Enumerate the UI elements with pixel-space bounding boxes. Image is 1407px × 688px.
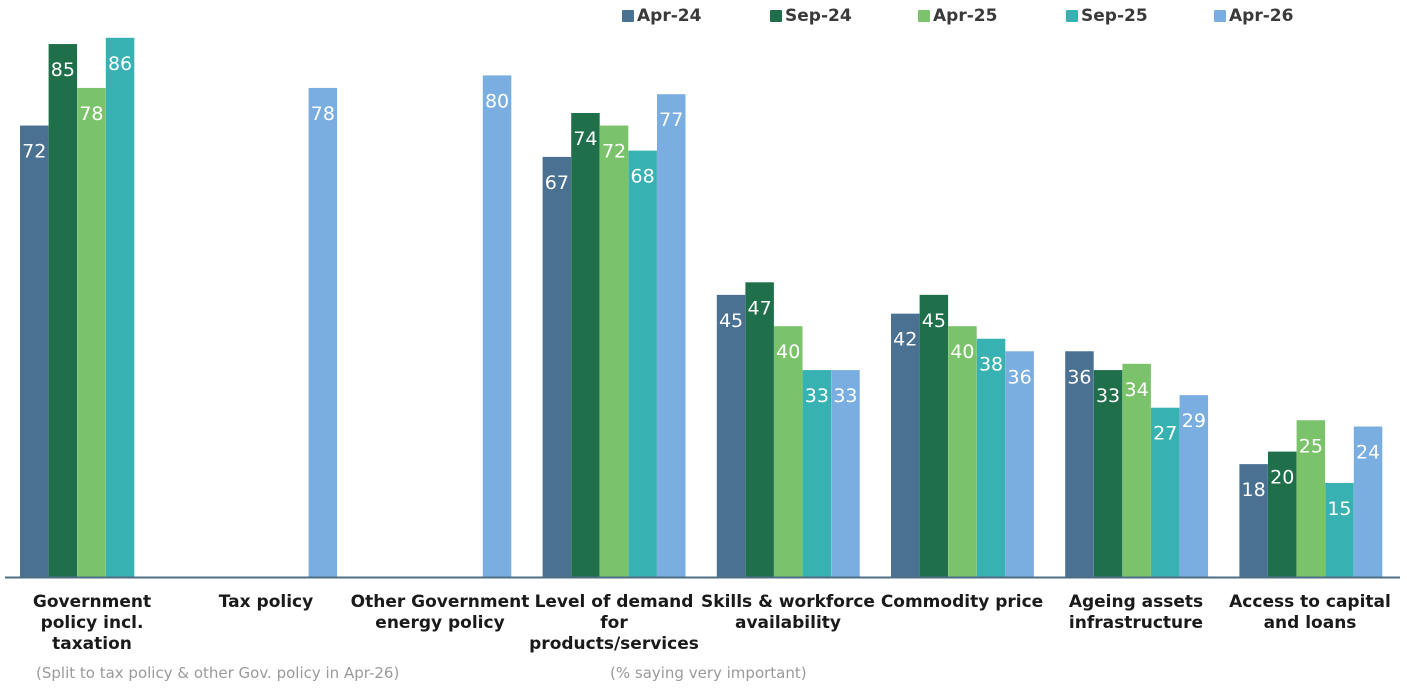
data-label: 36 bbox=[1067, 366, 1091, 388]
chart-legend: Apr-24 Sep-24 Apr-25 Sep-25 Apr-26 bbox=[622, 6, 1362, 26]
bar-sep-25-5 bbox=[976, 338, 1006, 577]
data-label: 86 bbox=[108, 53, 132, 75]
x-tick-label: Skills & workforce availability bbox=[701, 592, 875, 633]
legend-swatch bbox=[918, 10, 930, 22]
bar-apr-25-3 bbox=[599, 125, 629, 577]
bar-sep-25-0 bbox=[105, 37, 135, 577]
data-label: 20 bbox=[1270, 467, 1294, 489]
legend-label: Sep-24 bbox=[785, 6, 852, 26]
data-label: 45 bbox=[922, 310, 946, 332]
bar-sep-24-5 bbox=[919, 294, 949, 577]
legend-swatch bbox=[622, 10, 634, 22]
legend-swatch bbox=[1066, 10, 1078, 22]
data-label: 27 bbox=[1153, 423, 1177, 445]
data-label: 33 bbox=[833, 385, 857, 407]
legend-item: Sep-25 bbox=[1066, 6, 1214, 26]
legend-item: Sep-24 bbox=[770, 6, 918, 26]
bar-sep-25-6 bbox=[1151, 407, 1180, 577]
x-tick-label: Level of demand for products/services bbox=[529, 592, 699, 654]
data-label: 77 bbox=[659, 109, 683, 131]
legend-item: Apr-24 bbox=[622, 6, 770, 26]
bar-apr-25-4 bbox=[774, 326, 803, 577]
data-label: 40 bbox=[950, 341, 974, 363]
bar-apr-24-4 bbox=[716, 294, 746, 577]
data-label: 67 bbox=[545, 172, 569, 194]
bar-apr-25-7 bbox=[1296, 420, 1326, 577]
bar-sep-24-4 bbox=[745, 282, 774, 577]
legend-item: Apr-25 bbox=[918, 6, 1066, 26]
data-label: 42 bbox=[893, 329, 917, 351]
data-label: 25 bbox=[1299, 435, 1323, 457]
measure-note: (% saying very important) bbox=[610, 664, 807, 682]
data-label: 36 bbox=[1008, 366, 1032, 388]
bar-apr-24-3 bbox=[542, 156, 572, 577]
x-tick-label: Ageing assets infrastructure bbox=[1069, 592, 1203, 633]
data-label: 33 bbox=[805, 385, 829, 407]
legend-item: Apr-26 bbox=[1214, 6, 1362, 26]
bar-sep-25-4 bbox=[802, 370, 832, 577]
data-label: 29 bbox=[1182, 410, 1206, 432]
data-label: 34 bbox=[1125, 379, 1149, 401]
legend-label: Apr-24 bbox=[637, 6, 702, 26]
data-label: 15 bbox=[1327, 498, 1351, 520]
bar-sep-25-7 bbox=[1325, 482, 1354, 577]
bar-apr-25-0 bbox=[77, 87, 106, 577]
data-label: 74 bbox=[573, 128, 597, 150]
bar-apr-24-7 bbox=[1239, 464, 1268, 577]
bar-sep-25-3 bbox=[628, 150, 657, 577]
bar-apr-24-0 bbox=[20, 125, 49, 577]
data-label: 78 bbox=[79, 103, 103, 125]
data-label: 45 bbox=[719, 310, 743, 332]
legend-label: Sep-25 bbox=[1081, 6, 1148, 26]
bar-apr-26-6 bbox=[1179, 395, 1209, 577]
data-label: 38 bbox=[979, 354, 1003, 376]
data-label: 80 bbox=[485, 90, 509, 112]
bar-apr-26-5 bbox=[1005, 351, 1034, 577]
bar-sep-24-6 bbox=[1093, 370, 1123, 577]
bar-sep-24-7 bbox=[1268, 451, 1297, 577]
bar-apr-24-5 bbox=[891, 313, 920, 577]
data-label: 40 bbox=[776, 341, 800, 363]
legend-label: Apr-25 bbox=[933, 6, 998, 26]
split-note: (Split to tax policy & other Gov. policy… bbox=[36, 664, 400, 682]
bar-apr-26-1 bbox=[308, 87, 338, 577]
data-label: 72 bbox=[22, 141, 46, 163]
bar-apr-26-2 bbox=[482, 75, 512, 578]
bar-sep-24-3 bbox=[571, 113, 600, 578]
bar-apr-26-3 bbox=[657, 94, 686, 578]
legend-swatch bbox=[770, 10, 782, 22]
x-tick-label: Other Government energy policy bbox=[351, 592, 530, 633]
data-label: 24 bbox=[1356, 442, 1380, 464]
data-label: 85 bbox=[51, 59, 75, 81]
bar-apr-26-7 bbox=[1353, 426, 1383, 577]
bar-apr-25-6 bbox=[1122, 363, 1151, 577]
data-label: 18 bbox=[1242, 479, 1266, 501]
x-tick-label: Access to capital and loans bbox=[1229, 592, 1391, 633]
data-label: 47 bbox=[748, 297, 772, 319]
legend-label: Apr-26 bbox=[1229, 6, 1294, 26]
data-label: 33 bbox=[1096, 385, 1120, 407]
bar-apr-26-4 bbox=[831, 370, 860, 577]
data-label: 78 bbox=[311, 103, 335, 125]
data-label: 72 bbox=[602, 141, 626, 163]
x-tick-label: Tax policy bbox=[219, 592, 313, 612]
bar-apr-24-6 bbox=[1065, 351, 1094, 577]
legend-swatch bbox=[1214, 10, 1226, 22]
bar-apr-25-5 bbox=[948, 326, 977, 577]
x-tick-label: Commodity price bbox=[881, 592, 1043, 612]
x-tick-label: Government policy incl. taxation bbox=[33, 592, 151, 654]
data-label: 68 bbox=[631, 166, 655, 188]
bar-sep-24-0 bbox=[48, 44, 78, 578]
